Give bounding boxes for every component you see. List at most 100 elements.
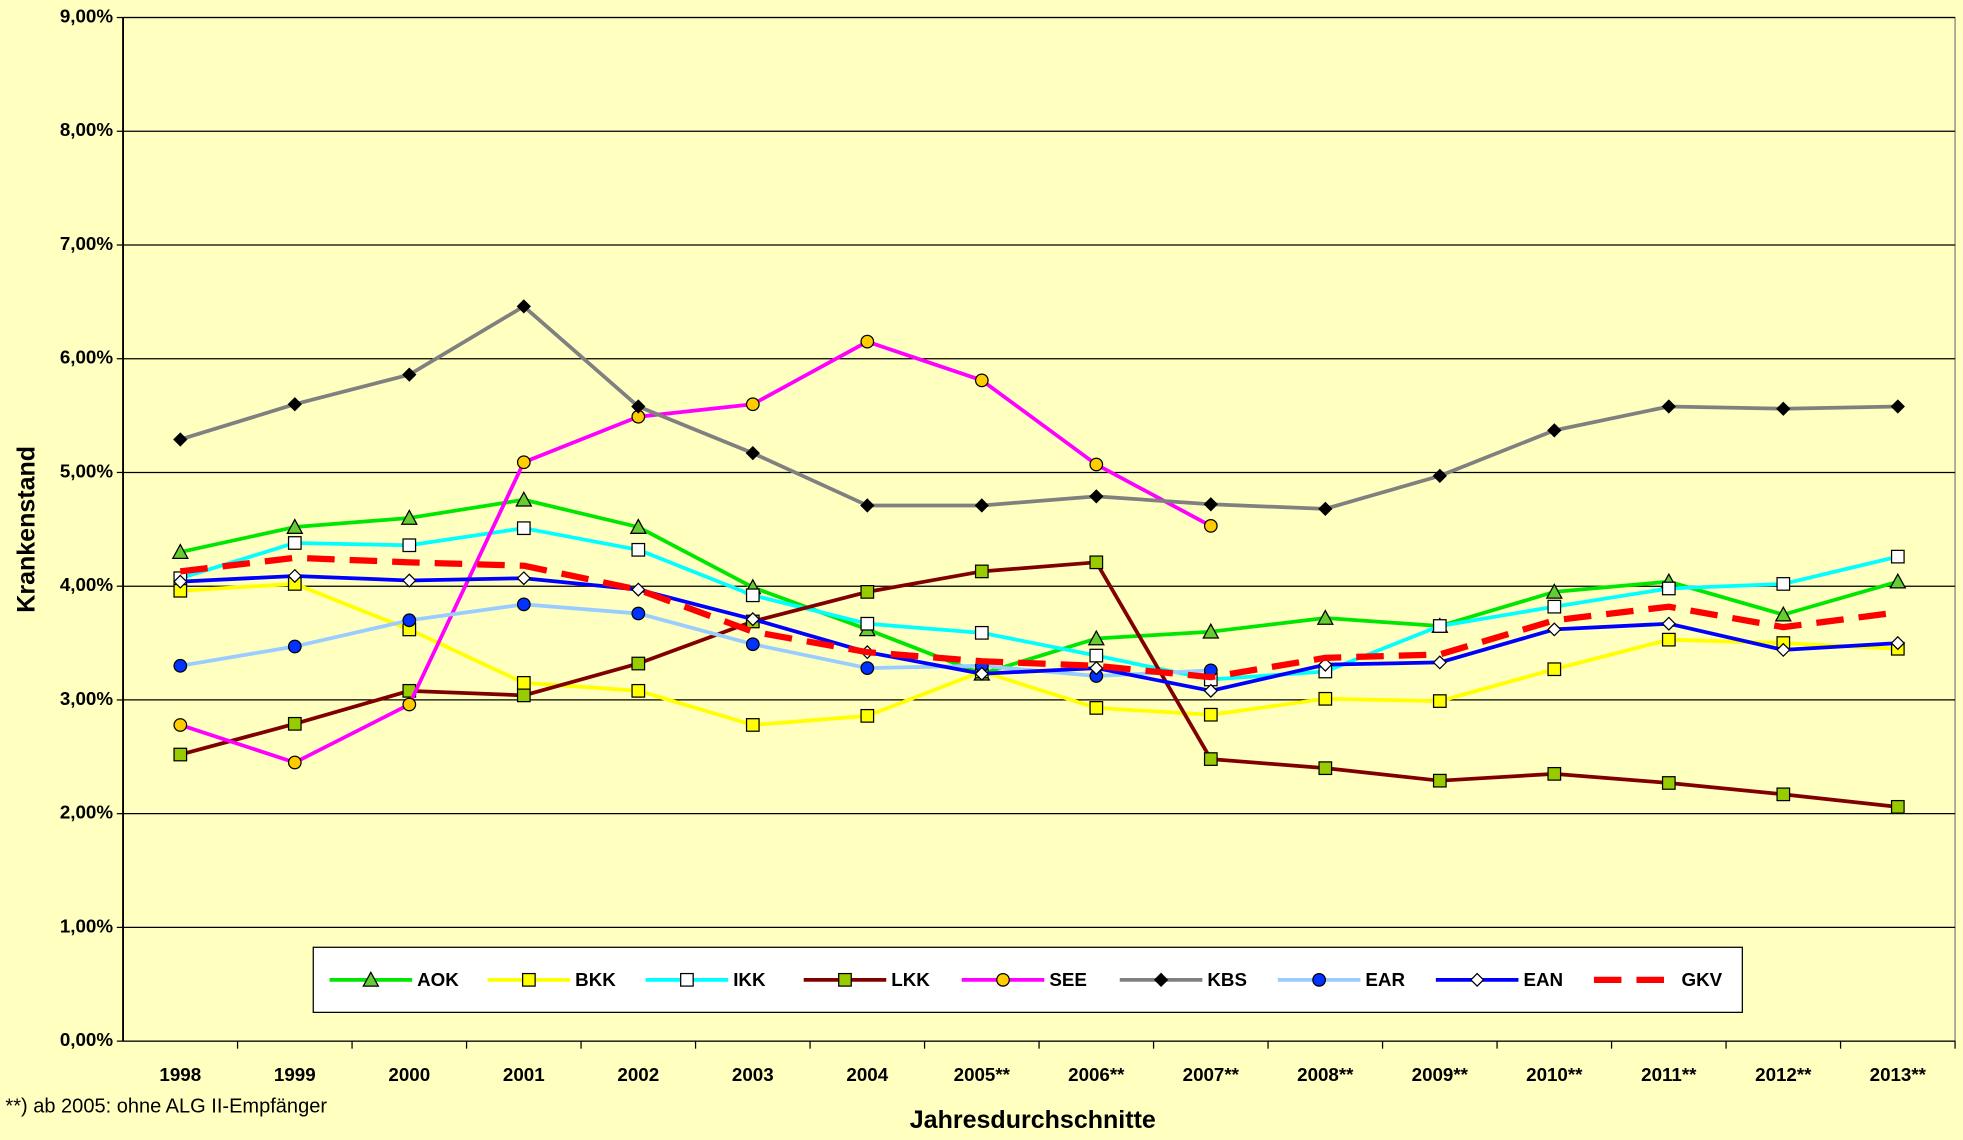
x-tick-label: 2006** bbox=[1068, 1064, 1125, 1085]
x-tick-label: 2001 bbox=[503, 1064, 545, 1085]
marker bbox=[974, 564, 989, 579]
series-line bbox=[179, 339, 1212, 765]
marker bbox=[1203, 752, 1218, 766]
marker bbox=[516, 455, 531, 470]
marker bbox=[1432, 655, 1447, 670]
marker bbox=[1661, 616, 1676, 631]
marker bbox=[974, 373, 989, 388]
marker bbox=[287, 755, 302, 770]
marker bbox=[631, 582, 646, 597]
marker bbox=[1774, 605, 1792, 622]
marker bbox=[1089, 660, 1104, 676]
y-tick-label: 5,00% bbox=[60, 460, 114, 481]
marker bbox=[402, 367, 417, 382]
marker bbox=[1432, 694, 1447, 708]
series-line bbox=[179, 554, 1899, 681]
x-tick-label: 2013** bbox=[1870, 1064, 1927, 1085]
marker bbox=[1547, 599, 1562, 614]
marker bbox=[631, 399, 646, 414]
legend-label: LKK bbox=[891, 969, 930, 990]
marker bbox=[860, 616, 875, 631]
marker bbox=[680, 972, 694, 987]
marker bbox=[516, 675, 531, 690]
legend-label: AOK bbox=[417, 969, 459, 990]
marker bbox=[1316, 609, 1334, 625]
series-line bbox=[180, 582, 1898, 727]
marker bbox=[516, 299, 531, 314]
series-line bbox=[179, 526, 1899, 682]
series-line bbox=[179, 560, 1899, 809]
y-tick-label: 4,00% bbox=[60, 574, 114, 595]
marker bbox=[1661, 632, 1676, 647]
legend-label: EAR bbox=[1365, 969, 1405, 990]
marker bbox=[1776, 642, 1791, 658]
marker bbox=[362, 971, 380, 987]
x-tick-label: 2005** bbox=[954, 1064, 1011, 1085]
marker bbox=[745, 612, 760, 627]
legend-label: IKK bbox=[733, 969, 766, 990]
marker bbox=[974, 625, 989, 640]
marker bbox=[860, 498, 875, 513]
marker bbox=[745, 397, 760, 412]
marker bbox=[1890, 399, 1905, 414]
marker bbox=[1432, 468, 1447, 484]
marker bbox=[516, 688, 531, 703]
marker bbox=[1547, 423, 1562, 438]
marker bbox=[1776, 401, 1791, 416]
marker bbox=[631, 542, 646, 557]
marker bbox=[400, 509, 418, 525]
marker bbox=[745, 588, 760, 603]
x-tick-label: 2000 bbox=[388, 1064, 430, 1085]
legend-label: SEE bbox=[1049, 969, 1087, 990]
y-axis-title: Krankenstand bbox=[13, 446, 41, 613]
y-tick-label: 6,00% bbox=[60, 347, 114, 368]
marker bbox=[173, 718, 188, 732]
marker bbox=[1661, 581, 1676, 596]
marker bbox=[173, 574, 188, 589]
y-tick-label: 1,00% bbox=[60, 915, 114, 936]
y-tick-label: 9,00% bbox=[60, 5, 114, 26]
marker bbox=[1890, 635, 1905, 651]
marker bbox=[1318, 501, 1333, 516]
x-tick-label: 2007** bbox=[1183, 1064, 1240, 1085]
x-tick-label: 2008** bbox=[1297, 1064, 1354, 1085]
marker bbox=[1890, 549, 1905, 564]
y-tick-label: 0,00% bbox=[60, 1029, 114, 1050]
x-tick-label: 2002 bbox=[617, 1064, 659, 1085]
marker bbox=[1087, 629, 1105, 646]
y-tick-label: 2,00% bbox=[60, 802, 114, 823]
marker bbox=[1203, 519, 1218, 533]
plot-area bbox=[122, 16, 1956, 1042]
marker bbox=[1432, 619, 1447, 633]
marker bbox=[287, 397, 302, 412]
marker bbox=[1470, 972, 1485, 987]
footnote: **) ab 2005: ohne ALG II-Empfänger bbox=[5, 1096, 327, 1118]
marker bbox=[1089, 457, 1104, 472]
marker bbox=[173, 432, 188, 447]
marker bbox=[1776, 577, 1791, 591]
marker bbox=[629, 518, 647, 534]
legend-label: KBS bbox=[1207, 969, 1247, 990]
marker bbox=[1312, 972, 1327, 987]
marker bbox=[402, 613, 417, 628]
marker bbox=[1547, 766, 1562, 781]
marker bbox=[402, 573, 417, 588]
marker bbox=[173, 747, 188, 762]
marker bbox=[1776, 787, 1791, 802]
marker bbox=[745, 718, 760, 732]
marker bbox=[860, 708, 875, 723]
y-tick-label: 7,00% bbox=[60, 233, 114, 254]
marker bbox=[173, 658, 188, 673]
marker bbox=[631, 606, 646, 621]
marker bbox=[745, 445, 760, 461]
marker bbox=[1089, 489, 1104, 504]
marker bbox=[287, 568, 302, 584]
marker bbox=[286, 518, 304, 534]
legend-label: BKK bbox=[575, 969, 616, 990]
legend-label: EAN bbox=[1523, 969, 1563, 990]
marker bbox=[1890, 799, 1905, 814]
marker bbox=[1153, 972, 1169, 987]
marker bbox=[1545, 583, 1563, 599]
x-tick-label: 2004 bbox=[846, 1064, 888, 1085]
